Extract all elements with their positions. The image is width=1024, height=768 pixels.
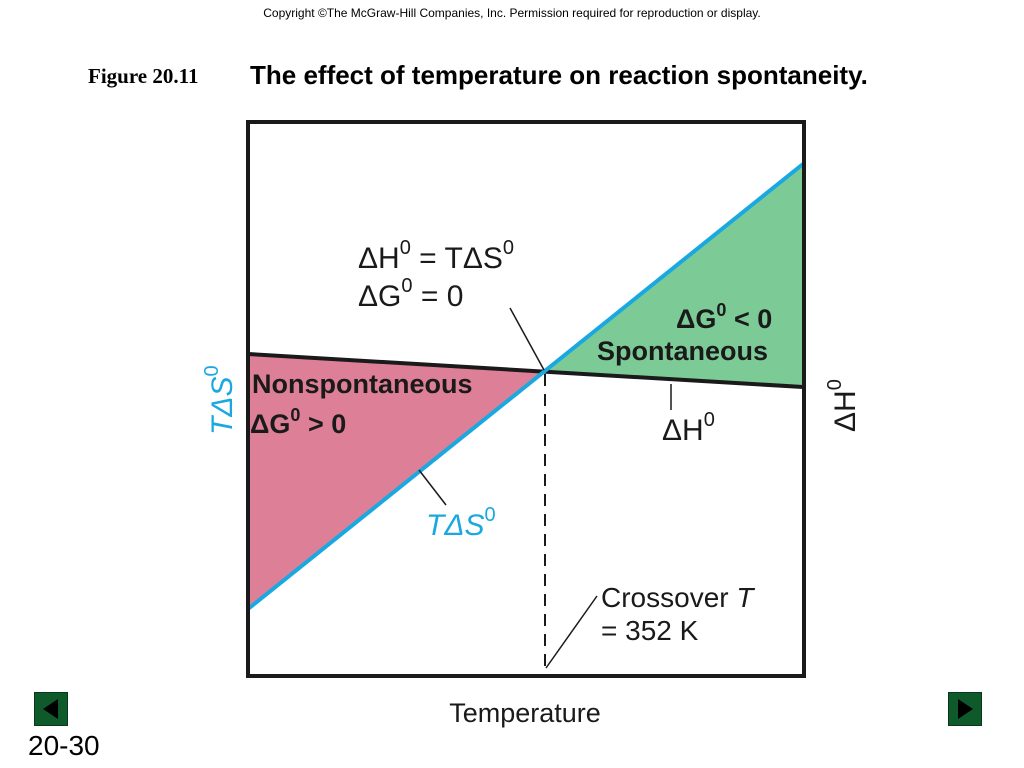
equality-label: ΔH0 = TΔS0 [358,237,514,275]
equality-leader-line [509,307,545,371]
spontaneous-condition-label: ΔG0 < 0 [676,300,772,334]
delta-h-line [247,352,804,389]
figure-title: The effect of temperature on reaction sp… [250,60,868,90]
left-axis-label: TΔS0 [201,365,239,435]
spontaneous-label: Spontaneous [597,336,768,366]
next-arrow-icon [958,699,973,719]
previous-arrow-icon [43,699,58,719]
nonspontaneous-condition-label: ΔG0 > 0 [250,405,346,439]
previous-slide-button[interactable] [34,692,68,726]
copyright-notice: Copyright ©The McGraw-Hill Companies, In… [263,6,761,20]
crossover-label: Crossover T [601,582,755,613]
right-axis-label: ΔH0 [824,379,862,432]
nonspontaneous-label: Nonspontaneous [252,369,473,399]
next-slide-button[interactable] [948,692,982,726]
nonspontaneous-region [248,354,546,609]
tds-leader-line [418,469,447,506]
slide-number: 20-30 [28,730,100,761]
plot-frame [246,120,806,678]
spontaneous-region [546,164,803,387]
crossover-value: = 352 K [601,615,699,646]
delta-g-zero-label: ΔG0 = 0 [358,275,463,313]
x-axis-label: Temperature [449,698,601,728]
tds-curve-label: TΔS0 [426,504,496,542]
crossover-leader-line [545,595,598,669]
dh-curve-label: ΔH0 [662,409,715,447]
figure-label: Figure 20.11 [88,64,199,88]
t-delta-s-line [246,162,805,611]
